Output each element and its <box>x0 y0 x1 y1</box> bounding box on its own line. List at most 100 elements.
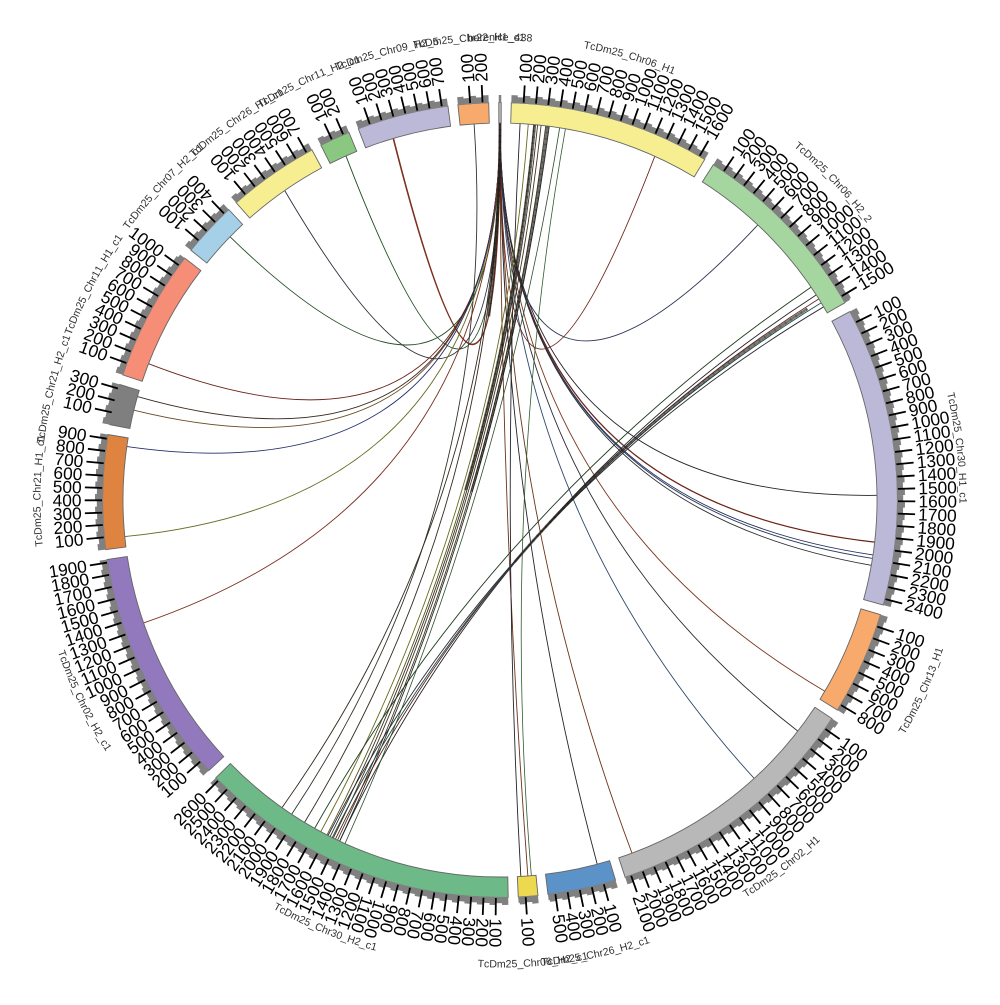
svg-text:2: 2 <box>238 108 250 121</box>
svg-text:b: b <box>467 32 474 44</box>
svg-text:H: H <box>660 61 671 75</box>
svg-text:T: T <box>583 39 592 52</box>
svg-text:H: H <box>557 954 566 967</box>
svg-text:4: 4 <box>514 32 520 44</box>
svg-text:T: T <box>63 326 77 337</box>
svg-text:_: _ <box>487 32 495 44</box>
svg-text:0: 0 <box>540 956 547 969</box>
svg-text:_: _ <box>56 343 70 354</box>
svg-text:h: h <box>593 948 601 961</box>
svg-text:_: _ <box>50 362 64 373</box>
svg-text:c: c <box>497 32 503 44</box>
svg-text:C: C <box>585 949 595 962</box>
svg-text:c: c <box>746 883 758 896</box>
svg-text:1: 1 <box>667 64 677 77</box>
svg-text:D: D <box>424 36 434 49</box>
svg-text:r: r <box>923 674 936 682</box>
svg-text:C: C <box>378 46 389 60</box>
svg-text:2: 2 <box>910 700 923 711</box>
svg-text:1: 1 <box>32 471 44 478</box>
svg-text:_: _ <box>34 444 47 453</box>
svg-text:0: 0 <box>334 929 344 942</box>
svg-text:r: r <box>235 111 245 123</box>
svg-text:2: 2 <box>32 512 44 518</box>
svg-text:m: m <box>948 411 961 422</box>
svg-text:H: H <box>618 941 629 955</box>
svg-text:_: _ <box>406 40 416 53</box>
svg-text:H: H <box>956 473 968 481</box>
svg-text:h: h <box>386 44 395 57</box>
svg-text:_: _ <box>653 59 665 73</box>
svg-text:c: c <box>576 951 584 964</box>
svg-text:m: m <box>32 518 44 528</box>
svg-text:D: D <box>489 958 497 970</box>
svg-text:2: 2 <box>568 952 576 965</box>
svg-text:700: 700 <box>54 449 85 472</box>
svg-text:_: _ <box>339 931 351 945</box>
svg-text:400: 400 <box>444 915 467 946</box>
svg-text:r: r <box>78 703 91 712</box>
svg-text:400: 400 <box>561 911 586 943</box>
svg-text:m: m <box>38 415 51 426</box>
svg-text:3: 3 <box>954 455 966 462</box>
svg-text:H: H <box>346 933 357 947</box>
svg-text:1300: 1300 <box>916 449 956 472</box>
svg-text:2: 2 <box>482 32 488 44</box>
svg-text:2000: 2000 <box>914 543 955 568</box>
svg-text:3: 3 <box>520 32 527 44</box>
svg-text:_: _ <box>621 48 632 62</box>
svg-text:r: r <box>88 274 100 283</box>
svg-text:1: 1 <box>312 68 322 81</box>
svg-text:r: r <box>326 926 334 939</box>
svg-text:_: _ <box>358 937 369 951</box>
svg-text:e: e <box>483 32 489 44</box>
svg-text:2: 2 <box>297 913 308 926</box>
svg-text:500: 500 <box>430 913 454 944</box>
svg-text:c: c <box>36 431 49 439</box>
svg-text:5: 5 <box>574 952 582 965</box>
svg-text:5: 5 <box>367 49 376 62</box>
svg-text:_: _ <box>507 32 515 44</box>
svg-text:h: h <box>75 697 88 708</box>
svg-text:D: D <box>552 955 561 968</box>
svg-text:c: c <box>270 89 281 102</box>
svg-text:1: 1 <box>519 32 526 44</box>
svg-text:900: 900 <box>56 421 88 445</box>
svg-text:_: _ <box>507 32 515 44</box>
svg-text:0: 0 <box>395 42 403 55</box>
svg-text:H: H <box>33 457 46 466</box>
svg-text:r: r <box>479 32 483 44</box>
svg-text:c: c <box>945 398 958 406</box>
svg-text:200: 200 <box>53 516 83 538</box>
svg-text:300: 300 <box>458 917 480 947</box>
svg-text:1: 1 <box>35 434 48 442</box>
svg-text:1: 1 <box>581 950 589 963</box>
svg-text:1: 1 <box>33 451 46 458</box>
svg-text:c: c <box>109 237 122 249</box>
svg-text:100: 100 <box>485 918 505 947</box>
svg-text:c: c <box>547 955 554 968</box>
svg-text:D: D <box>594 42 604 55</box>
svg-text:2: 2 <box>420 37 428 50</box>
svg-text:C: C <box>43 389 57 400</box>
svg-text:1200: 1200 <box>914 435 955 459</box>
svg-text:1: 1 <box>353 53 362 66</box>
svg-text:i: i <box>495 32 497 44</box>
svg-text:r: r <box>309 71 318 84</box>
svg-text:0: 0 <box>955 461 967 468</box>
svg-text:5: 5 <box>616 47 625 60</box>
svg-text:2: 2 <box>32 477 44 484</box>
svg-text:6: 6 <box>243 105 255 118</box>
svg-text:c: c <box>261 94 272 107</box>
svg-text:_: _ <box>41 396 54 406</box>
svg-text:1900: 1900 <box>916 530 956 554</box>
svg-text:1: 1 <box>112 232 125 244</box>
svg-text:c: c <box>277 904 288 917</box>
svg-text:5: 5 <box>951 425 964 433</box>
svg-text:c: c <box>65 321 78 331</box>
svg-text:5: 5 <box>67 680 80 690</box>
svg-text:3: 3 <box>329 927 339 940</box>
svg-text:T: T <box>55 649 69 660</box>
svg-text:T: T <box>944 391 957 401</box>
svg-text:1: 1 <box>956 498 968 504</box>
